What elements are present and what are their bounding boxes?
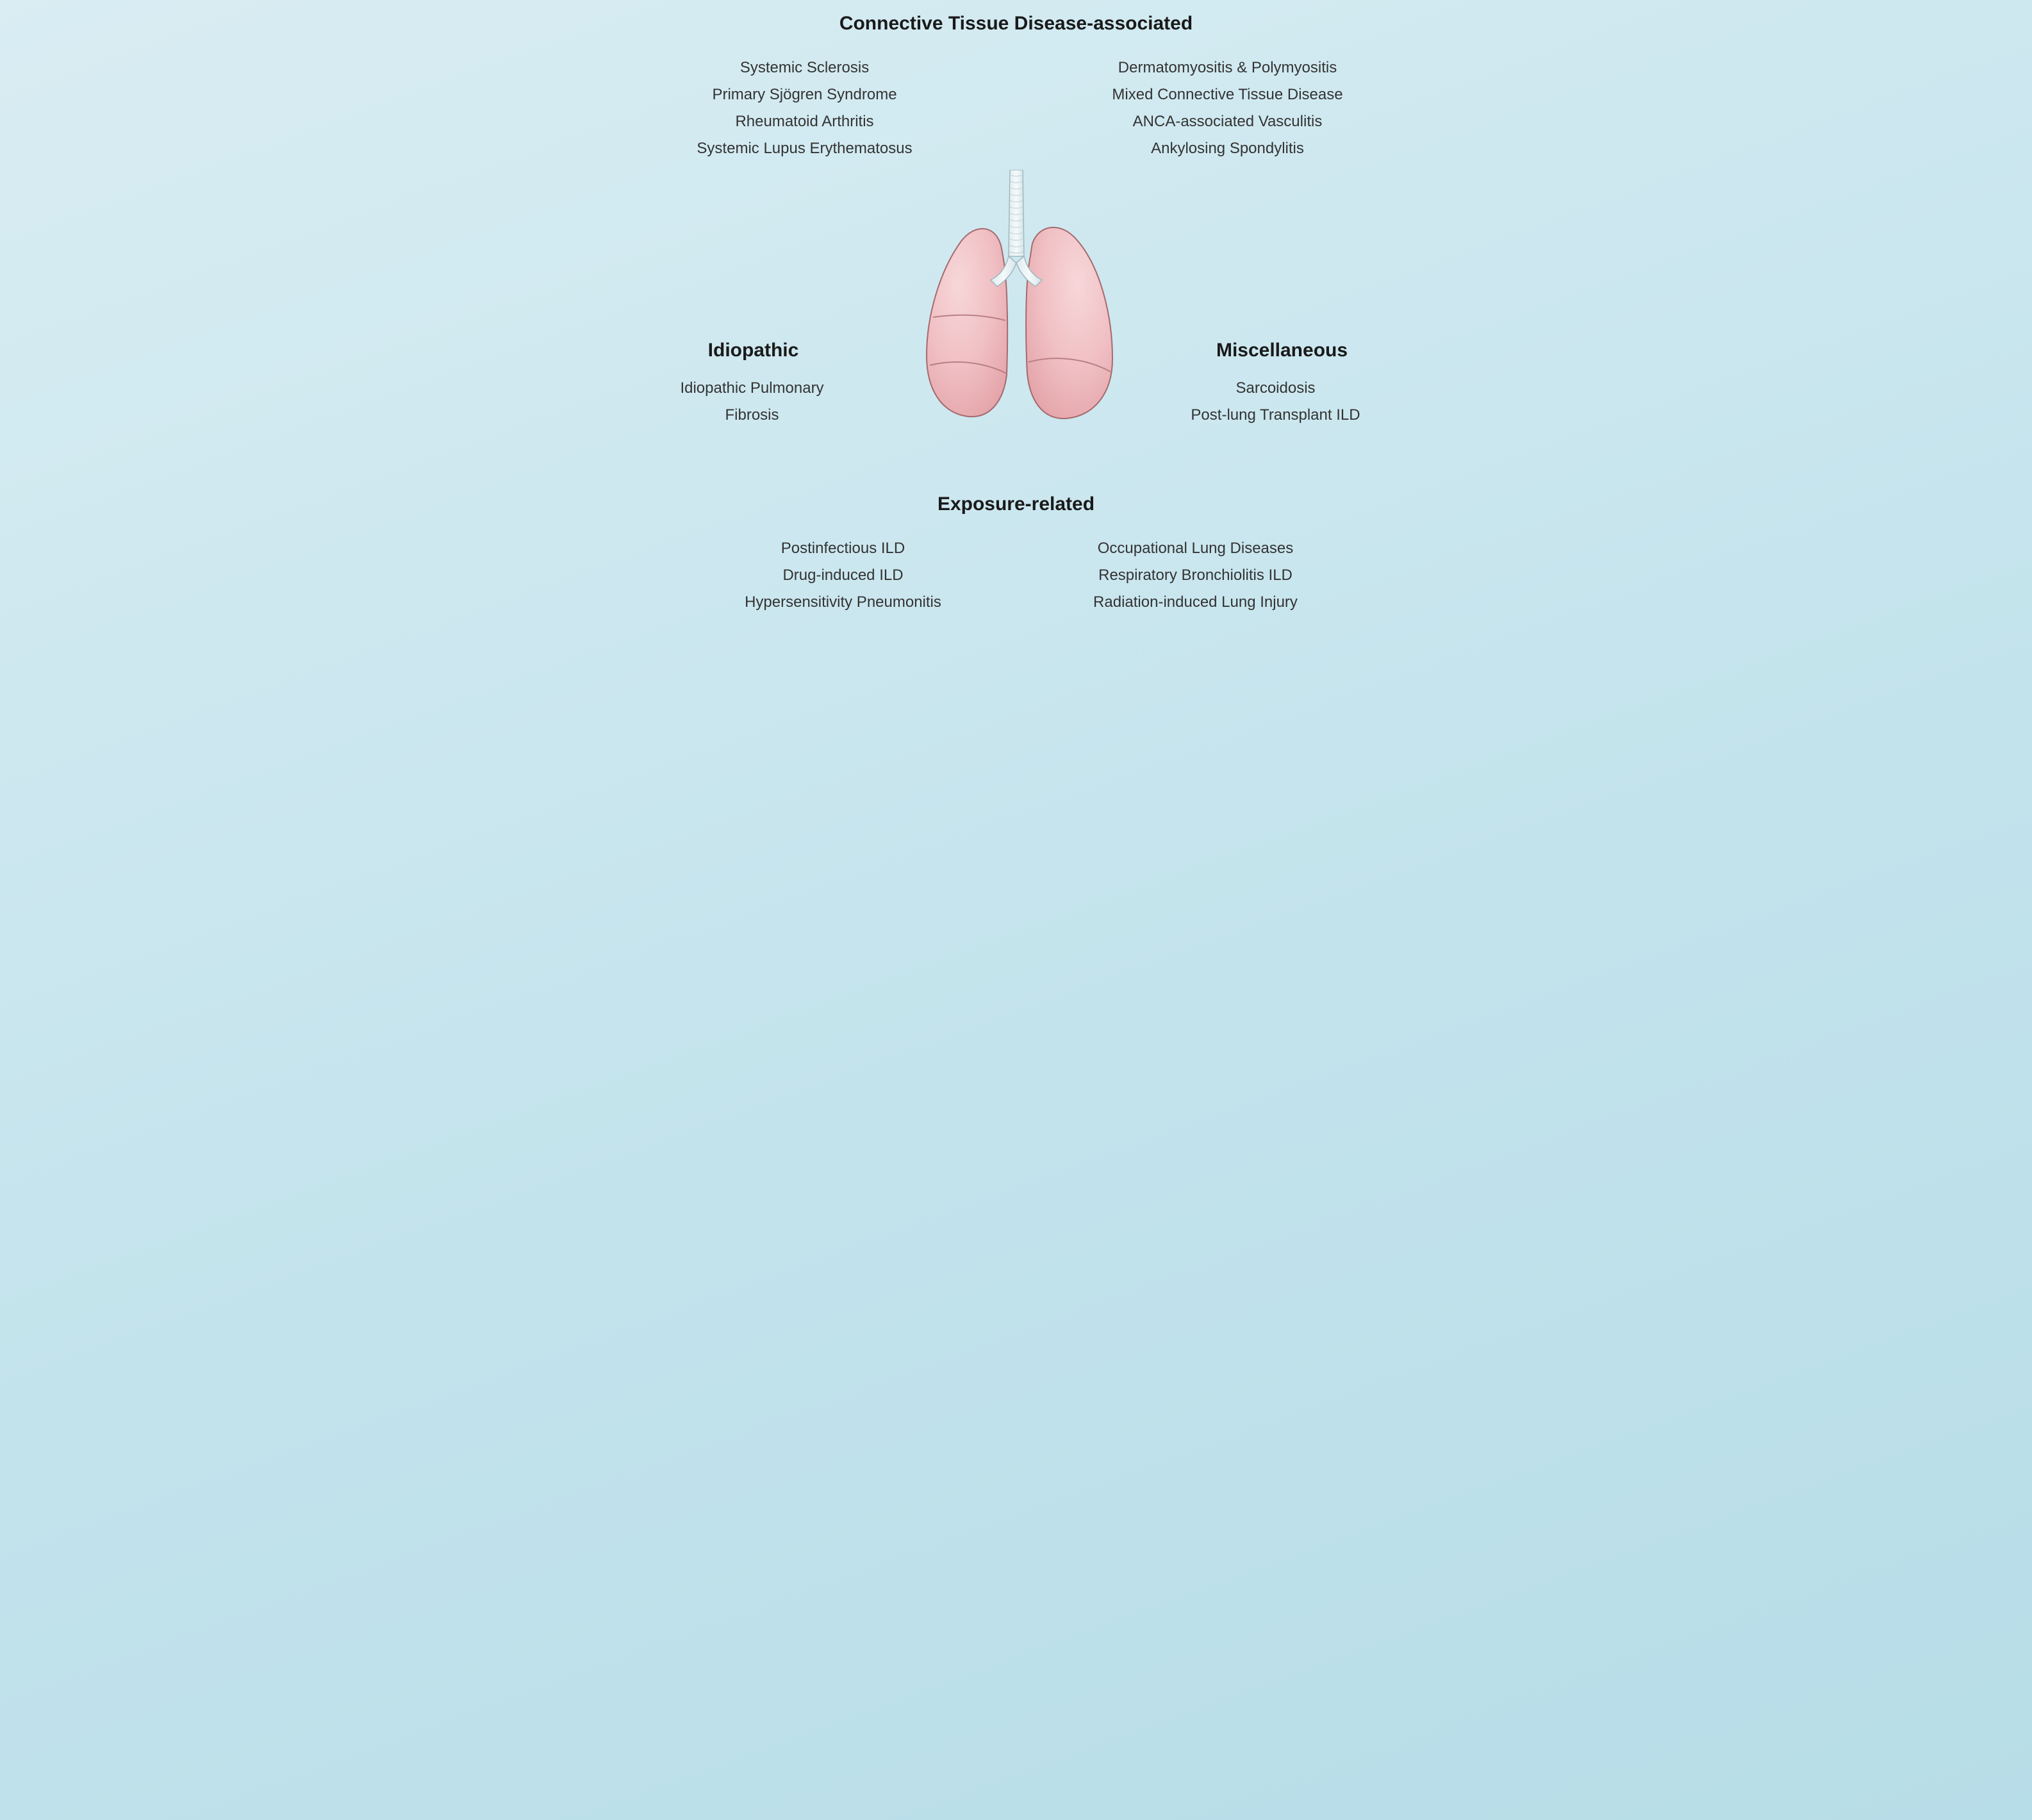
list-item: Hypersensitivity Pneumonitis (709, 589, 978, 616)
exposure-right-list: Occupational Lung DiseasesRespiratory Br… (1055, 535, 1337, 616)
idiopathic-list: Idiopathic PulmonaryFibrosis (656, 375, 848, 429)
list-item: Post-lung Transplant ILD (1170, 402, 1382, 429)
list-item: Ankylosing Spondylitis (1080, 135, 1375, 162)
list-item: ANCA-associated Vasculitis (1080, 108, 1375, 135)
lungs-icon (898, 170, 1135, 426)
idiopathic-heading: Idiopathic (664, 340, 843, 361)
left-lung (927, 229, 1007, 417)
list-item: Systemic Lupus Erythematosus (670, 135, 939, 162)
ctd-right-list: Dermatomyositis & PolymyositisMixed Conn… (1080, 54, 1375, 162)
exposure-left-list: Postinfectious ILDDrug-induced ILDHypers… (709, 535, 978, 616)
misc-heading: Miscellaneous (1189, 340, 1375, 361)
list-item: Dermatomyositis & Polymyositis (1080, 54, 1375, 81)
diagram-canvas: Connective Tissue Disease-associated Sys… (645, 0, 1388, 666)
list-item: Systemic Sclerosis (670, 54, 939, 81)
list-item: Respiratory Bronchiolitis ILD (1055, 562, 1337, 589)
list-item: Drug-induced ILD (709, 562, 978, 589)
list-item: Sarcoidosis (1170, 375, 1382, 402)
list-item: Radiation-induced Lung Injury (1055, 589, 1337, 616)
list-item: Primary Sjögren Syndrome (670, 81, 939, 108)
list-item: Idiopathic Pulmonary (656, 375, 848, 402)
list-item: Occupational Lung Diseases (1055, 535, 1337, 562)
right-lung (1026, 228, 1112, 418)
list-item: Postinfectious ILD (709, 535, 978, 562)
exposure-heading: Exposure-related (645, 493, 1388, 515)
ctd-left-list: Systemic SclerosisPrimary Sjögren Syndro… (670, 54, 939, 162)
list-item: Mixed Connective Tissue Disease (1080, 81, 1375, 108)
misc-list: SarcoidosisPost-lung Transplant ILD (1170, 375, 1382, 429)
ctd-heading: Connective Tissue Disease-associated (645, 13, 1388, 35)
list-item: Rheumatoid Arthritis (670, 108, 939, 135)
list-item: Fibrosis (656, 402, 848, 429)
lungs-svg (898, 170, 1135, 426)
